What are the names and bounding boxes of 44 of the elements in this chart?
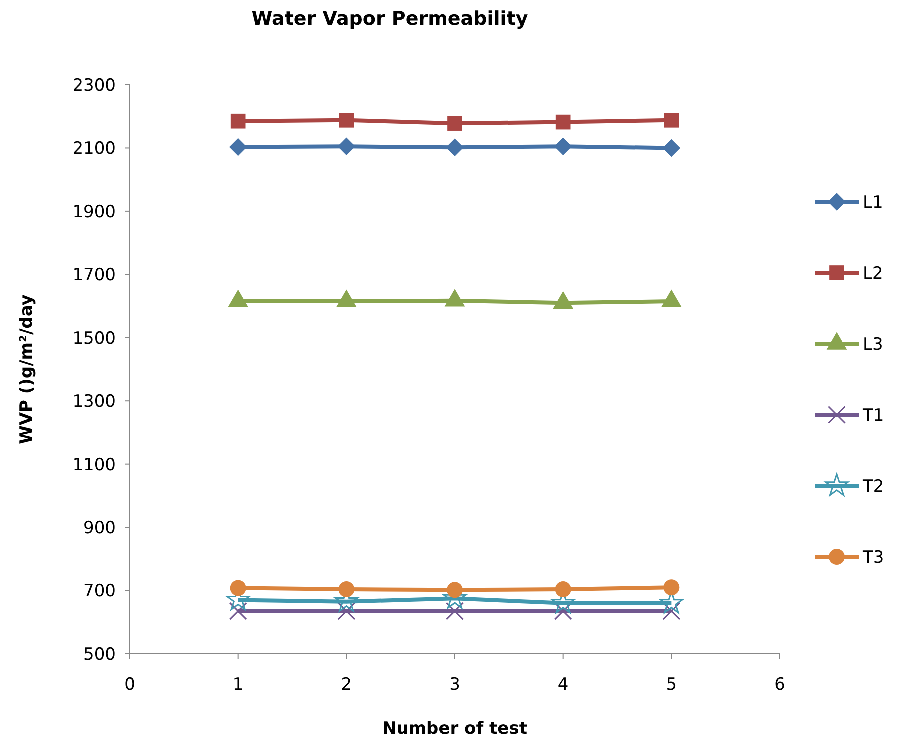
legend-label: T3: [862, 548, 884, 568]
x-tick-label: 2: [341, 675, 352, 695]
y-tick-label: 900: [84, 518, 116, 539]
x-tick-label: 6: [774, 675, 786, 695]
point: [556, 114, 571, 130]
legend-label: T2: [862, 476, 884, 497]
y-tick-label: 1900: [72, 202, 116, 222]
point: [664, 112, 680, 128]
x-tick-label: 5: [666, 675, 678, 695]
y-tick-label: 500: [84, 644, 116, 665]
point: [446, 138, 464, 156]
y-tick-label: 1700: [72, 266, 116, 286]
y-tick-label: 1500: [72, 328, 116, 349]
point: [447, 582, 463, 598]
point: [555, 582, 572, 598]
point: [338, 582, 355, 598]
legend-label: L3: [863, 334, 884, 355]
y-tick-label: 1100: [72, 455, 116, 476]
point: [446, 602, 464, 620]
chart-title: Water Vapor Permeability: [252, 8, 529, 30]
point: [554, 138, 572, 156]
legend-label: L2: [863, 264, 884, 284]
y-axis-title: WVP ()g/m²/day: [17, 294, 37, 444]
point: [448, 116, 462, 131]
point: [339, 112, 354, 128]
point: [229, 138, 248, 156]
legend-label: L1: [863, 192, 884, 213]
point: [230, 580, 246, 596]
y-tick-label: 1300: [72, 392, 116, 412]
x-axis-title: Number of test: [382, 719, 528, 739]
point: [338, 138, 356, 156]
point: [664, 580, 680, 596]
legend-label: T1: [862, 406, 884, 426]
point: [662, 139, 681, 158]
point: [230, 114, 246, 129]
y-tick-label: 2300: [72, 76, 116, 96]
point: [229, 602, 248, 620]
point: [338, 602, 356, 620]
y-tick-label: 700: [84, 582, 116, 602]
x-tick-label: 3: [450, 675, 460, 695]
x-tick-label: 1: [232, 675, 244, 695]
x-tick-label: 4: [558, 675, 569, 695]
x-tick-label: 0: [124, 675, 136, 695]
y-tick-label: 2100: [72, 139, 116, 160]
